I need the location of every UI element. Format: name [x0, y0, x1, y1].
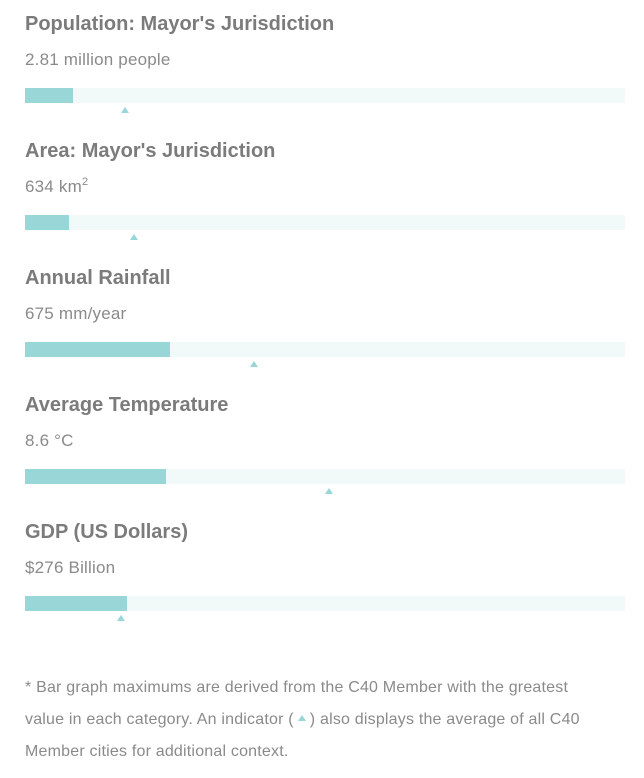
- footnote-text-before: * Bar graph maximums are derived from th…: [25, 679, 569, 728]
- stat-population: Population: Mayor's Jurisdiction 2.81 mi…: [25, 12, 625, 113]
- bar-track: [25, 469, 625, 484]
- stat-title: Population: Mayor's Jurisdiction: [25, 13, 335, 35]
- footnote: * Bar graph maximums are derived from th…: [25, 672, 600, 768]
- stat-title: Annual Rainfall: [25, 267, 171, 289]
- stat-value: 2.81 million people: [25, 49, 171, 71]
- stat-temperature: Average Temperature 8.6 °C: [25, 393, 625, 494]
- footnote-text-after: ) also displays the average of all C40 M…: [25, 711, 580, 760]
- bar-track: [25, 596, 625, 611]
- triangle-up-icon: [297, 715, 306, 721]
- average-marker-icon: [250, 361, 259, 367]
- bar-track: [25, 342, 625, 357]
- average-marker-icon: [130, 234, 139, 240]
- stat-value-text: 634 km: [25, 177, 82, 196]
- bar-fill: [25, 88, 73, 103]
- stat-value: 675 mm/year: [25, 303, 126, 325]
- stat-value-text: 8.6 °C: [25, 431, 74, 450]
- bar-track: [25, 215, 625, 230]
- stat-value: 634 km2: [25, 176, 88, 198]
- stat-value-text: 2.81 million people: [25, 50, 171, 69]
- bar-track: [25, 88, 625, 103]
- stat-value: 8.6 °C: [25, 430, 74, 452]
- bar-fill: [25, 596, 127, 611]
- stat-title: Area: Mayor's Jurisdiction: [25, 140, 276, 162]
- stat-title: Average Temperature: [25, 394, 229, 416]
- average-marker-icon: [325, 488, 334, 494]
- stat-value: $276 Billion: [25, 557, 115, 579]
- stat-value-superscript: 2: [81, 176, 89, 188]
- average-marker-icon: [117, 615, 125, 621]
- stat-value-text: $276 Billion: [25, 558, 116, 577]
- bar-fill: [25, 469, 166, 484]
- stat-title: GDP (US Dollars): [25, 521, 188, 543]
- bar-fill: [25, 342, 171, 357]
- stat-gdp: GDP (US Dollars) $276 Billion: [25, 520, 625, 621]
- stat-rainfall: Annual Rainfall 675 mm/year: [25, 266, 625, 367]
- average-marker-icon: [121, 107, 130, 113]
- bar-fill: [25, 215, 69, 230]
- stat-area: Area: Mayor's Jurisdiction 634 km2: [25, 139, 625, 240]
- stat-value-text: 675 mm/year: [25, 304, 127, 323]
